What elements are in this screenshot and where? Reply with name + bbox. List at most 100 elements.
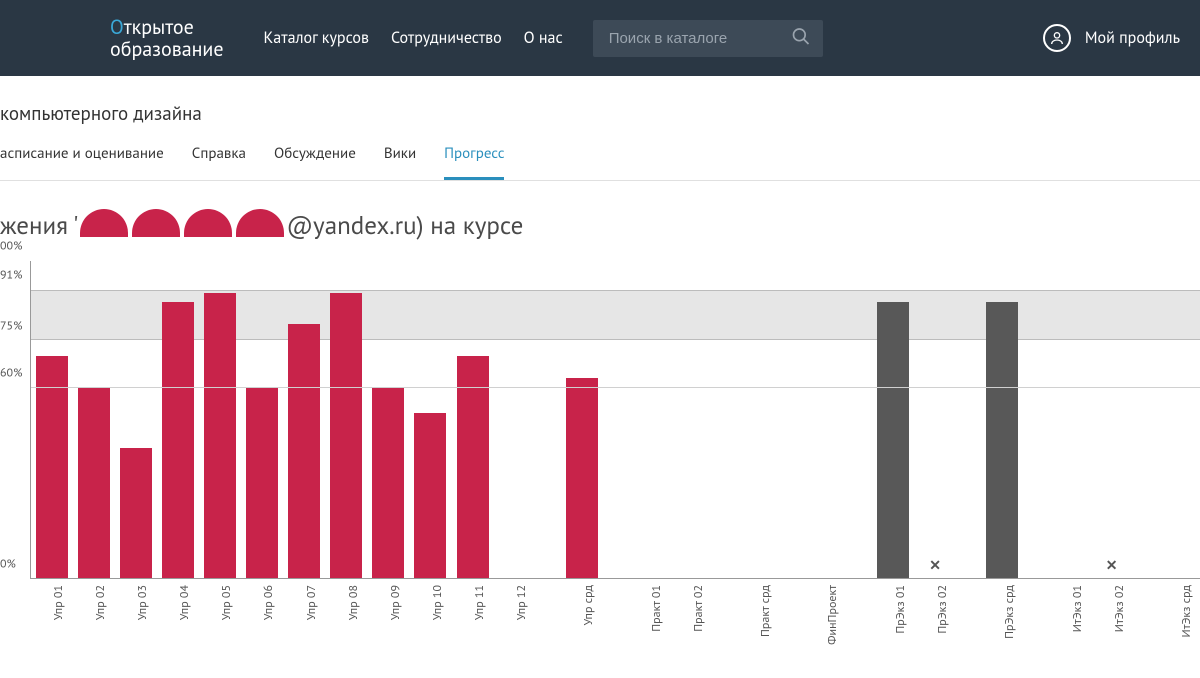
bar-slot (409, 261, 451, 578)
bar-slot (199, 261, 241, 578)
bar-slot (981, 261, 1023, 578)
bar-slot (1158, 261, 1200, 578)
bar[interactable] (288, 324, 320, 578)
xlabel: Упр 07 (304, 585, 319, 620)
xlabel: ФинПроект (825, 585, 840, 645)
bar[interactable] (78, 388, 110, 578)
bar[interactable] (36, 356, 68, 578)
redacted-name (78, 209, 286, 241)
chart-plot-area: ✕✕ (30, 261, 1200, 579)
xlabel: Упр 11 (472, 585, 487, 620)
bar-slot (805, 261, 847, 578)
ytick-label: 91% (0, 267, 28, 282)
xlabel: Упр 05 (219, 585, 234, 620)
redaction-arc (184, 209, 232, 237)
bar-slot (1049, 261, 1091, 578)
tab-4[interactable]: Прогресс (444, 144, 504, 180)
site-logo[interactable]: Открытое образование (110, 16, 224, 60)
xlabel: Упр 03 (135, 585, 150, 620)
bar[interactable] (330, 293, 362, 578)
redaction-arc (132, 209, 180, 237)
bar[interactable] (162, 302, 194, 578)
xlabel: Практ 02 (691, 585, 706, 632)
ytick-label: 75% (0, 318, 28, 333)
xlabel: Упр 08 (346, 585, 361, 620)
xlabel: Упр 09 (388, 585, 403, 620)
bar[interactable] (986, 302, 1018, 578)
bar-slot: ✕ (914, 261, 956, 578)
bar-slot (31, 261, 73, 578)
bar[interactable] (246, 388, 278, 578)
top-header: Открытое образование Каталог курсов Сотр… (0, 0, 1200, 76)
xlabel: ИтЭкз 01 (1070, 585, 1085, 632)
bar-slot (872, 261, 914, 578)
nav-catalog[interactable]: Каталог курсов (264, 28, 369, 48)
course-tabs: асписание и оценивание Справка Обсуждение В… (0, 144, 1200, 180)
logo-word2: образование (110, 36, 224, 62)
bar-slot (561, 261, 603, 578)
xlabel: Упр 02 (93, 585, 108, 620)
xlabel: ПрЭкз 02 (935, 585, 950, 634)
x-mark-icon: ✕ (1106, 556, 1118, 574)
bar[interactable] (204, 293, 236, 578)
tab-1[interactable]: Справка (192, 144, 246, 180)
xlabel: ИтЭкз срд (1179, 585, 1194, 637)
bar[interactable] (372, 388, 404, 578)
bar[interactable] (877, 302, 909, 578)
xlabel: Упр 12 (514, 585, 529, 620)
bar[interactable] (120, 448, 152, 578)
nav-about[interactable]: О нас (524, 28, 563, 48)
xlabel: ПрЭкз срд (1002, 585, 1017, 639)
course-title-fragment: компьютерного дизайна (0, 102, 1200, 126)
xlabel: ПрЭкз 01 (893, 585, 908, 634)
bar-slot (241, 261, 283, 578)
bar[interactable] (414, 413, 446, 578)
bar-slot (283, 261, 325, 578)
xlabel: ИтЭкз 02 (1112, 585, 1127, 632)
gridline (31, 387, 1200, 388)
xlabel: Упр срд (581, 585, 596, 625)
xlabel: Упр 10 (430, 585, 445, 620)
avatar-icon (1043, 24, 1071, 52)
xlabel: Практ срд (758, 585, 773, 637)
xlabel: Упр 01 (51, 585, 66, 620)
progress-heading: жения ' @yandex.ru) на курсе (0, 209, 1200, 241)
y-axis-ticks: 0%60%75%91%00% (0, 261, 30, 641)
bar-slot (157, 261, 199, 578)
tab-2[interactable]: Обсуждение (274, 144, 356, 180)
search-icon (791, 27, 811, 47)
bar-slot (737, 261, 779, 578)
redaction-arc (236, 209, 284, 237)
xlabel: Практ 01 (649, 585, 664, 632)
bars-layer: ✕✕ (31, 261, 1200, 578)
bar-slot (452, 261, 494, 578)
profile-link[interactable]: Мой профиль (1043, 24, 1180, 52)
bar[interactable] (457, 356, 489, 578)
bar-slot (73, 261, 115, 578)
x-axis-labels: Упр 01 Упр 02 Упр 03 Упр 04 Упр 05 Упр 06 Упр … (30, 579, 1200, 641)
heading-suffix: @yandex.ru) на курсе (286, 209, 523, 241)
x-mark-icon: ✕ (929, 556, 941, 574)
course-subheader: компьютерного дизайна асписание и оценив… (0, 76, 1200, 181)
bar-slot (494, 261, 536, 578)
ytick-label: 00% (0, 239, 28, 254)
tab-3[interactable]: Вики (384, 144, 416, 180)
bar-slot (628, 261, 670, 578)
heading-prefix: жения ' (0, 209, 78, 241)
nav-cooperation[interactable]: Сотрудничество (391, 28, 502, 48)
xlabel: Упр 06 (261, 585, 276, 620)
bar-slot: ✕ (1091, 261, 1133, 578)
tab-0[interactable]: асписание и оценивание (0, 144, 164, 180)
ytick-label: 0% (0, 557, 28, 572)
redaction-arc (80, 209, 128, 237)
bar-slot (670, 261, 712, 578)
ytick-label: 60% (0, 366, 28, 381)
bar[interactable] (566, 378, 598, 578)
bar-slot (367, 261, 409, 578)
search-button[interactable] (787, 23, 815, 54)
search-container (593, 20, 823, 57)
profile-label: Мой профиль (1085, 28, 1180, 48)
xlabel: Упр 04 (177, 585, 192, 620)
progress-chart: ✕✕ 0%60%75%91%00% Упр 01Упр 02Упр 03Упр … (0, 261, 1200, 641)
bar-slot (325, 261, 367, 578)
